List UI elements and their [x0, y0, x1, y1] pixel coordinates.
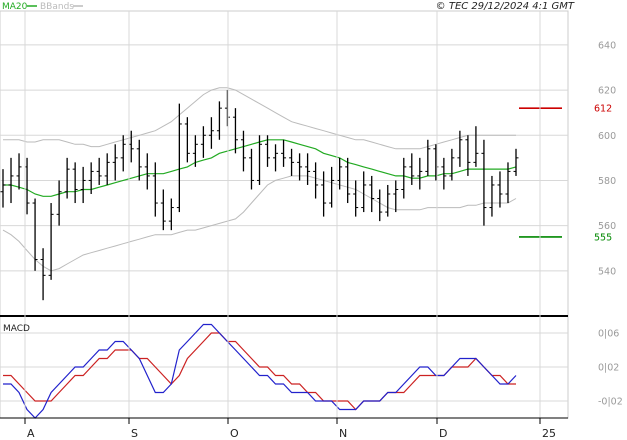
macd-y-tick-labels: -0|02 0|02 0|06 [598, 329, 623, 408]
ohlc-bar [96, 157, 102, 185]
ohlc-bar [345, 157, 351, 204]
ohlc-bar [401, 157, 407, 199]
x-tick-label: 25 [542, 427, 556, 440]
ohlc-bar [16, 153, 22, 190]
ohlc-bar [449, 148, 455, 181]
ohlc-bar [257, 135, 262, 185]
ohlc-bar [297, 153, 303, 181]
ohlc-bar [88, 162, 94, 194]
ohlc-bar [377, 189, 383, 222]
ohlc-bar [144, 153, 150, 190]
legend-ma20: MA20 [2, 2, 28, 12]
ohlc-bar [184, 117, 190, 163]
ohlc-bar [457, 130, 463, 167]
x-tick-label: N [339, 427, 347, 440]
ohlc-bar [409, 153, 415, 185]
ohlc-bar [481, 139, 487, 226]
macd-lines [3, 323, 517, 419]
ohlc-bar [281, 139, 287, 167]
ohlc-bar [385, 184, 391, 217]
bbands-lines [2, 87, 517, 272]
ohlc-bar [48, 203, 54, 280]
ohlc-bar [136, 139, 142, 181]
price-tick-label: 580 [598, 176, 616, 187]
ohlc-bar [64, 157, 70, 199]
ohlc-bar [513, 148, 519, 176]
price-tick-label: 560 [598, 221, 616, 232]
price-y-tick-labels: 540 560 580 600 620 640 [598, 40, 616, 277]
macd-tick-label: 0|06 [598, 329, 619, 340]
ohlc-bar [8, 157, 14, 204]
ohlc-bar [56, 180, 62, 226]
ohlc-bar [353, 180, 359, 217]
price-tick-label: 600 [598, 131, 616, 142]
ohlc-bar [216, 101, 222, 140]
price-tick-label: 640 [598, 40, 616, 51]
ohlc-bar [40, 248, 46, 301]
ohlc-bar [192, 135, 198, 167]
ohlc-bar [329, 166, 335, 208]
ohlc-bar [104, 153, 110, 185]
ohlc-bar [32, 198, 38, 271]
ohlc-bar [200, 126, 206, 158]
bbands-upper-line [3, 87, 516, 150]
ohlc-bar [473, 126, 479, 167]
legend-bbands: BBands [40, 2, 74, 12]
bbands-lower-line [2, 175, 517, 272]
macd-tick-label: -0|02 [598, 397, 623, 408]
ohlc-bar [160, 189, 166, 231]
x-tick-label: D [439, 427, 447, 440]
ohlc-bar [497, 171, 503, 208]
ohlc-bar [72, 162, 78, 204]
ohlc-bar [425, 139, 431, 176]
ohlc-bar [337, 157, 343, 190]
ohlc-bar [0, 169, 6, 208]
ohlc-bar [369, 175, 375, 213]
ohlc-bars [0, 90, 519, 301]
ohlc-bar [176, 103, 182, 213]
ohlc-bar [208, 117, 214, 149]
price-tick-label: 540 [598, 266, 616, 277]
ohlc-bar [120, 135, 126, 172]
ohlc-bar [361, 171, 367, 213]
price-level-label: 555 [594, 232, 612, 243]
x-tick-label: O [230, 427, 239, 440]
macd-line [3, 323, 517, 419]
x-tick-label: A [27, 427, 35, 440]
ohlc-bar [168, 198, 174, 231]
ohlc-bar [232, 108, 238, 154]
macd-title: MACD [3, 324, 30, 334]
ohlc-bar [152, 162, 158, 217]
macd-tick-label: 0|02 [598, 363, 619, 374]
ohlc-bar [289, 148, 295, 176]
ohlc-bar [80, 166, 86, 204]
ohlc-bar [505, 162, 511, 204]
ohlc-bar [321, 171, 327, 217]
macd-signal-line [3, 332, 516, 411]
ohlc-bar [313, 162, 319, 199]
ohlc-bar [240, 130, 246, 172]
ohlc-bar [248, 148, 254, 190]
x-axis: A S O N D 25 [0, 11, 568, 440]
ohlc-bar [417, 157, 423, 190]
ohlc-bar [441, 157, 447, 190]
ohlc-bar [112, 144, 118, 181]
x-tick-label: S [131, 427, 138, 440]
ohlc-bar [393, 180, 399, 213]
copyright-text: © TEC 29/12/2024 4:1 GMT [436, 1, 575, 12]
ohlc-bar [305, 153, 311, 185]
price-tick-label: 620 [598, 86, 616, 97]
ohlc-bar [273, 144, 279, 172]
ohlc-bar [465, 135, 471, 176]
macd-grid [0, 332, 568, 402]
price-level-label: 612 [594, 104, 612, 115]
ohlc-bar [489, 175, 495, 217]
ohlc-bar [265, 135, 271, 167]
